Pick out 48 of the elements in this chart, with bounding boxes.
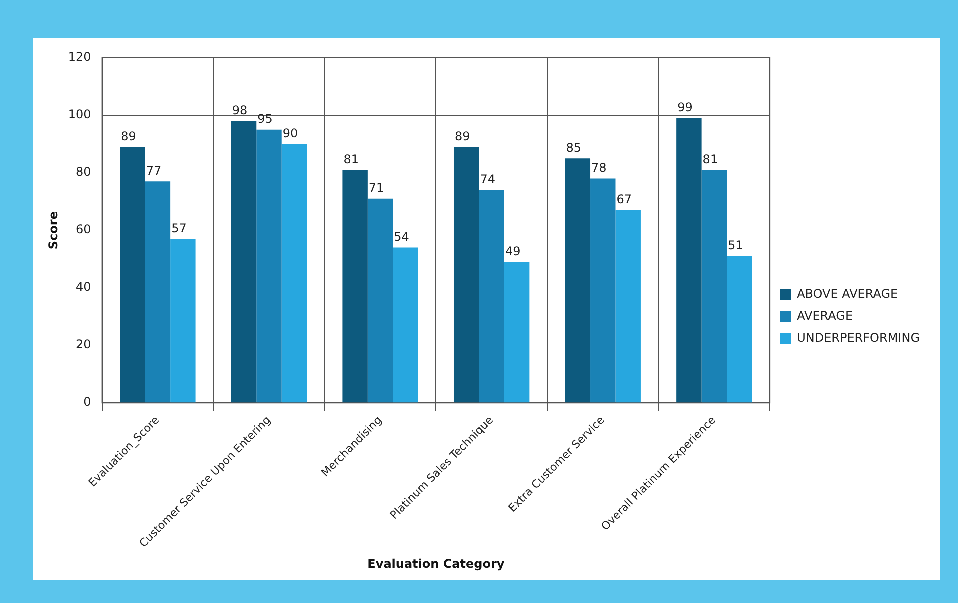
bar bbox=[256, 130, 282, 404]
y-tick-label: 60 bbox=[76, 222, 92, 237]
legend-label: ABOVE AVERAGE bbox=[797, 287, 898, 302]
bar bbox=[727, 256, 752, 404]
data-label: 85 bbox=[566, 140, 582, 155]
data-label: 99 bbox=[678, 100, 693, 115]
y-axis-title: Score bbox=[46, 212, 60, 250]
data-label: 71 bbox=[368, 181, 384, 196]
y-tick-label: 20 bbox=[76, 338, 92, 352]
bar bbox=[145, 182, 171, 404]
bar bbox=[170, 239, 196, 404]
bar bbox=[120, 147, 146, 404]
data-label: 95 bbox=[258, 112, 273, 126]
bar bbox=[368, 198, 394, 404]
bar bbox=[342, 170, 368, 404]
y-tick-label: 40 bbox=[76, 280, 92, 294]
bar bbox=[393, 248, 418, 404]
bar bbox=[676, 118, 702, 404]
data-label: 98 bbox=[232, 103, 248, 118]
bar bbox=[702, 170, 728, 404]
data-label: 81 bbox=[702, 152, 718, 166]
y-tick-label: 0 bbox=[84, 395, 92, 410]
data-label: 89 bbox=[454, 129, 470, 144]
x-axis-title: Evaluation Category bbox=[368, 556, 505, 571]
data-label: 51 bbox=[728, 238, 744, 253]
data-label: 77 bbox=[146, 164, 162, 178]
data-label: 49 bbox=[505, 244, 521, 258]
bar bbox=[282, 144, 308, 404]
legend-label: AVERAGE bbox=[797, 309, 854, 324]
data-label: 81 bbox=[344, 152, 359, 166]
bar bbox=[479, 190, 504, 404]
data-label: 90 bbox=[282, 126, 298, 140]
y-tick-label: 80 bbox=[76, 165, 92, 180]
y-tick-label: 120 bbox=[68, 50, 92, 64]
data-label: 74 bbox=[480, 172, 496, 186]
data-label: 57 bbox=[172, 221, 187, 236]
data-label: 89 bbox=[121, 129, 136, 144]
bar bbox=[454, 147, 480, 404]
bar bbox=[565, 158, 591, 404]
bar bbox=[231, 121, 257, 404]
bar bbox=[590, 178, 616, 404]
bar bbox=[504, 262, 530, 404]
data-label: 67 bbox=[616, 192, 632, 207]
legend-label: UNDERPERFORMING bbox=[797, 331, 920, 346]
data-label: 54 bbox=[394, 230, 410, 244]
bar bbox=[616, 210, 641, 404]
y-tick-label: 100 bbox=[68, 108, 92, 122]
data-label: 78 bbox=[592, 160, 607, 175]
